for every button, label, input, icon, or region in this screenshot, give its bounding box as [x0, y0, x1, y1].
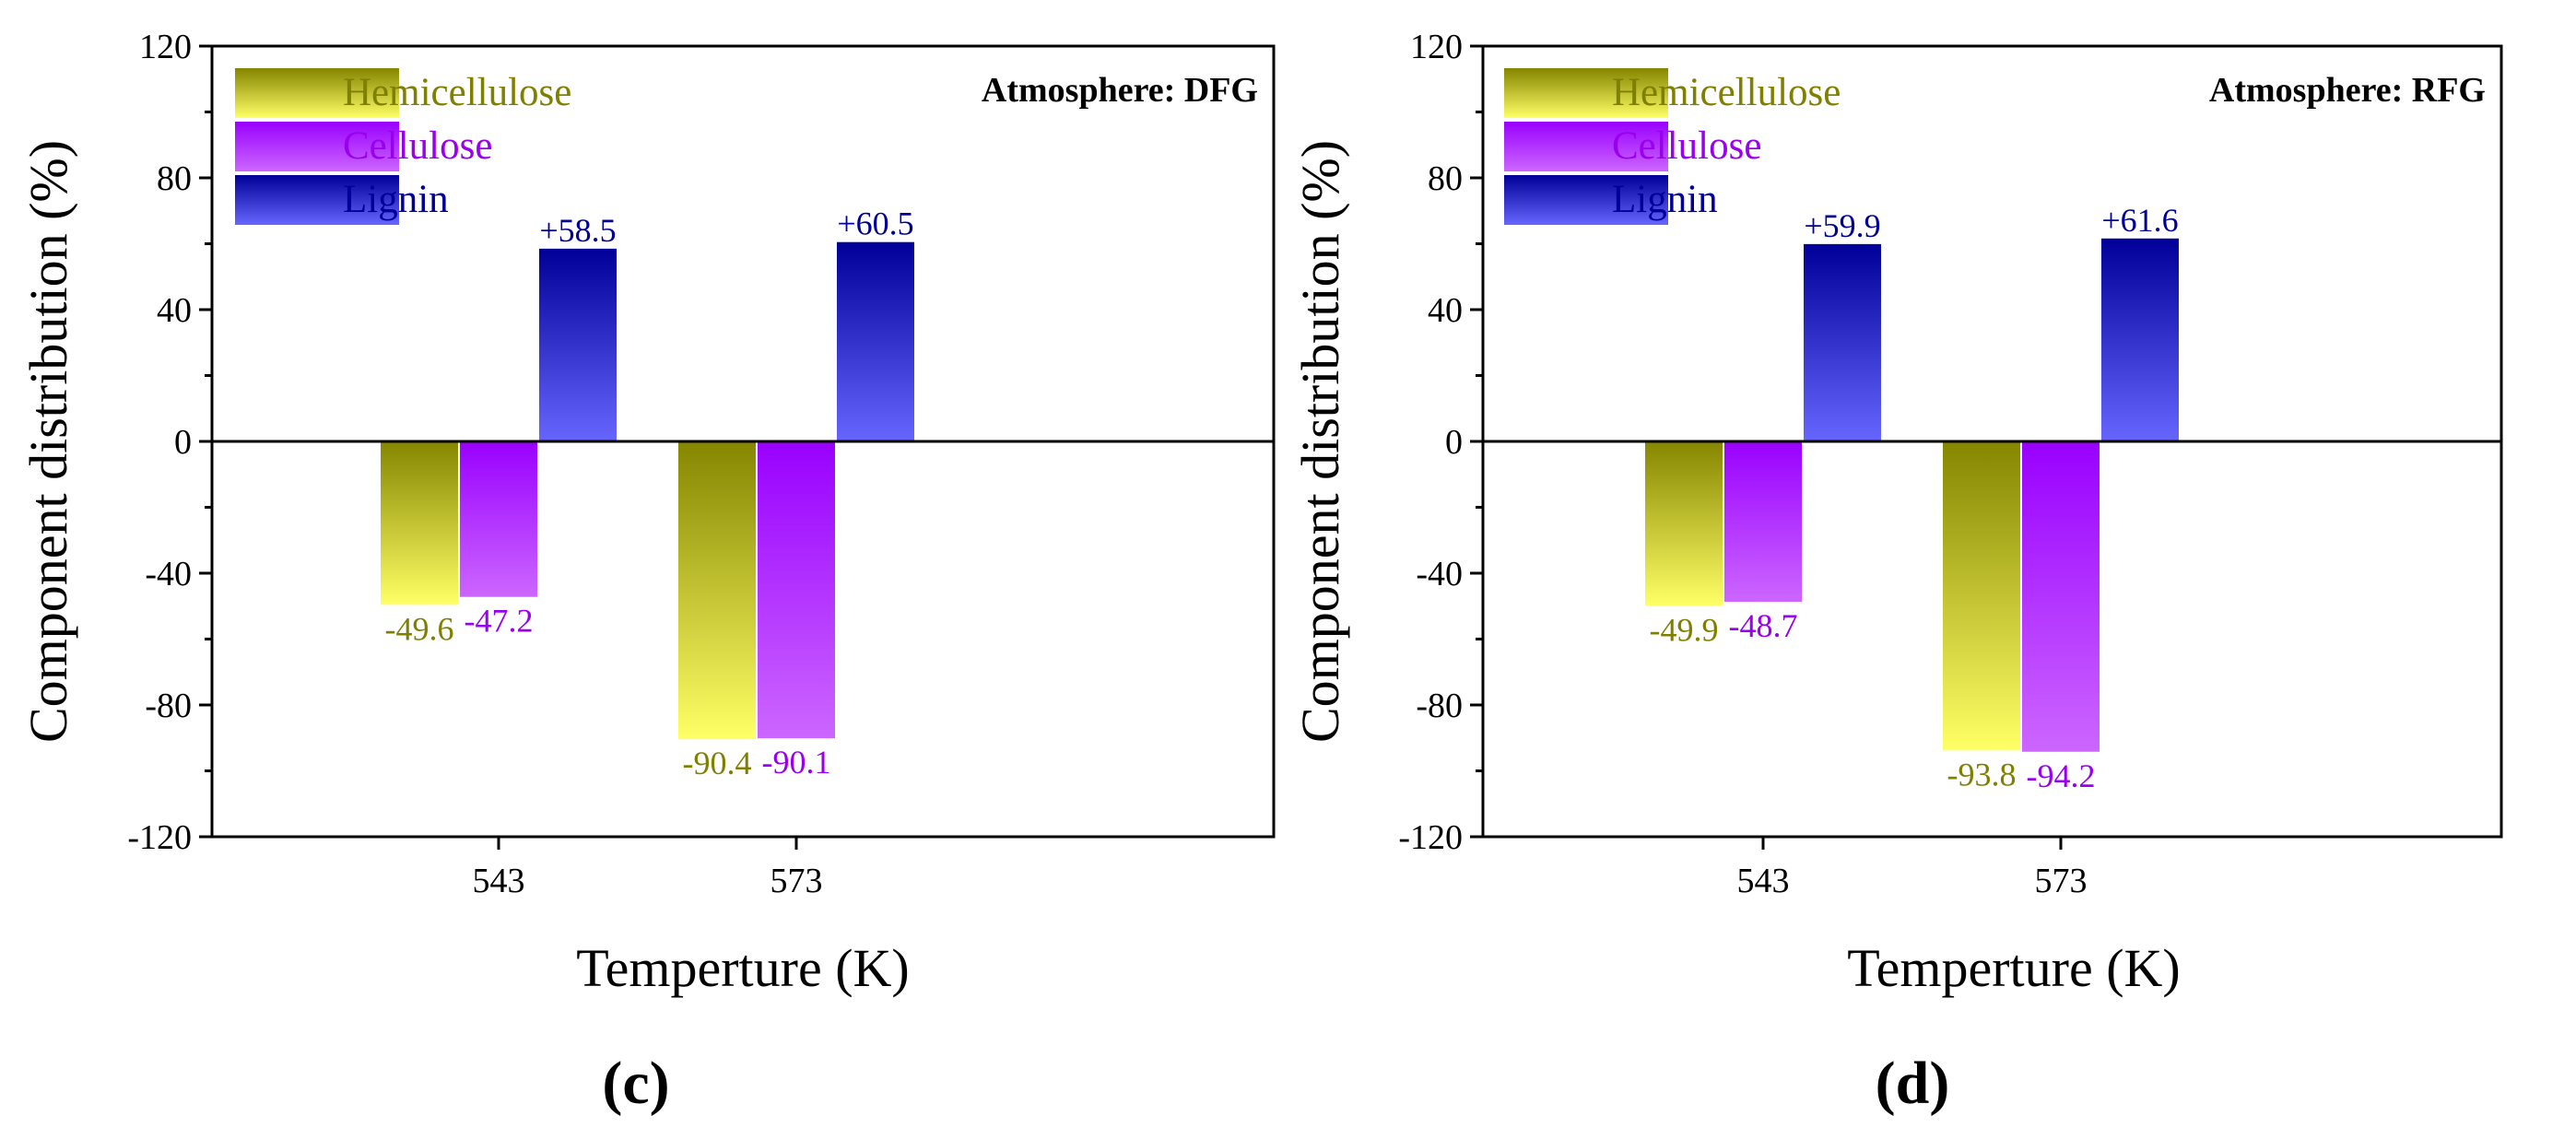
- y-tick-label: 120: [1410, 28, 1463, 66]
- y-tick-label: 120: [139, 28, 192, 66]
- y-tick-label: 0: [174, 423, 192, 462]
- bar-hemicellulose-543: [1645, 441, 1723, 606]
- data-label-cellulose-543: -48.7: [1729, 607, 1798, 644]
- y-tick-label: -40: [1416, 555, 1463, 593]
- legend: Hemicellulose Cellulose Lignin: [235, 68, 571, 225]
- x-tick-label: 543: [1737, 862, 1790, 900]
- legend-label-lignin: Lignin: [1612, 178, 1718, 221]
- panel-label: (c): [602, 1050, 669, 1117]
- panel-label: (d): [1876, 1050, 1950, 1117]
- data-label-lignin-543: +58.5: [539, 212, 616, 249]
- legend-swatch-lignin: [235, 175, 399, 225]
- legend-label-cellulose: Cellulose: [343, 124, 492, 168]
- x-axis-label: Temperture (K): [576, 938, 909, 998]
- bar-hemicellulose-573: [1943, 441, 2020, 751]
- bar-hemicellulose-573: [678, 441, 756, 740]
- y-tick-label: -80: [1416, 687, 1463, 725]
- legend-swatch-cellulose: [235, 122, 399, 171]
- data-labels: -49.9 -93.8 -48.7 -94.2 +59.9 +61.6: [1650, 202, 2179, 794]
- legend-swatch-cellulose: [1504, 122, 1668, 171]
- data-label-hemicellulose-543: -49.6: [385, 610, 454, 647]
- data-label-hemicellulose-573: -90.4: [683, 745, 752, 781]
- y-axis-label: Component distribution (%): [1290, 140, 1350, 743]
- legend-swatch-hemicellulose: [235, 68, 399, 118]
- y-tick-label: -120: [1398, 818, 1463, 857]
- legend-swatch-lignin: [1504, 175, 1668, 225]
- data-label-lignin-543: +59.9: [1804, 207, 1880, 244]
- panel-c: 120 80 40 0 -40 -80 -120 543 573 -49.6 -90.4 -47.2…: [18, 28, 1276, 1117]
- y-tick-label: -80: [145, 687, 192, 725]
- atmosphere-title: Atmosphere: DFG: [982, 71, 1258, 110]
- bar-lignin-573: [837, 241, 914, 441]
- data-label-hemicellulose-543: -49.9: [1650, 611, 1719, 648]
- x-tick-label: 573: [770, 862, 823, 900]
- y-tick-label: 40: [1428, 291, 1463, 330]
- data-labels: -49.6 -90.4 -47.2 -90.1 +58.5 +60.5: [385, 205, 914, 781]
- bar-cellulose-543: [460, 441, 537, 597]
- y-tick-label: -120: [127, 818, 192, 857]
- data-label-cellulose-573: -94.2: [2027, 757, 2096, 794]
- data-label-lignin-573: +61.6: [2101, 202, 2178, 239]
- legend-label-lignin: Lignin: [343, 178, 449, 221]
- bars: [1645, 238, 2179, 752]
- data-label-cellulose-573: -90.1: [762, 744, 831, 781]
- y-axis-label: Component distribution (%): [18, 140, 78, 743]
- bar-lignin-543: [539, 248, 617, 441]
- y-axis-ticks: 120 80 40 0 -40 -80 -120 543 573: [1398, 28, 2087, 900]
- y-axis-ticks: 120 80 40 0 -40 -80 -120 543 573: [127, 28, 822, 900]
- bar-lignin-573: [2101, 238, 2179, 441]
- bar-cellulose-573: [758, 441, 835, 739]
- bars: [381, 241, 914, 740]
- y-tick-label: 40: [157, 291, 192, 330]
- y-tick-label: 80: [157, 159, 192, 198]
- legend-label-hemicellulose: Hemicellulose: [343, 71, 571, 114]
- data-label-cellulose-543: -47.2: [465, 603, 534, 640]
- atmosphere-title: Atmosphere: RFG: [2209, 71, 2486, 110]
- bar-lignin-543: [1804, 243, 1881, 441]
- bar-hemicellulose-543: [381, 441, 458, 605]
- x-axis-label: Temperture (K): [1847, 938, 2180, 998]
- y-tick-label: 80: [1428, 159, 1463, 198]
- data-label-lignin-573: +60.5: [837, 205, 913, 242]
- legend-swatch-hemicellulose: [1504, 68, 1668, 118]
- data-label-hemicellulose-573: -93.8: [1947, 756, 2017, 793]
- legend-label-hemicellulose: Hemicellulose: [1612, 71, 1841, 114]
- bar-cellulose-573: [2022, 441, 2100, 752]
- y-tick-label: -40: [145, 555, 192, 593]
- y-tick-label: 0: [1445, 423, 1463, 462]
- x-tick-label: 573: [2035, 862, 2088, 900]
- legend: Hemicellulose Cellulose Lignin: [1504, 68, 1841, 225]
- x-tick-label: 543: [473, 862, 525, 900]
- legend-label-cellulose: Cellulose: [1612, 124, 1761, 168]
- bar-cellulose-543: [1724, 441, 1802, 603]
- panel-d: 120 80 40 0 -40 -80 -120 543 573 -49.9 -93.8 -48.7…: [1290, 28, 2503, 1117]
